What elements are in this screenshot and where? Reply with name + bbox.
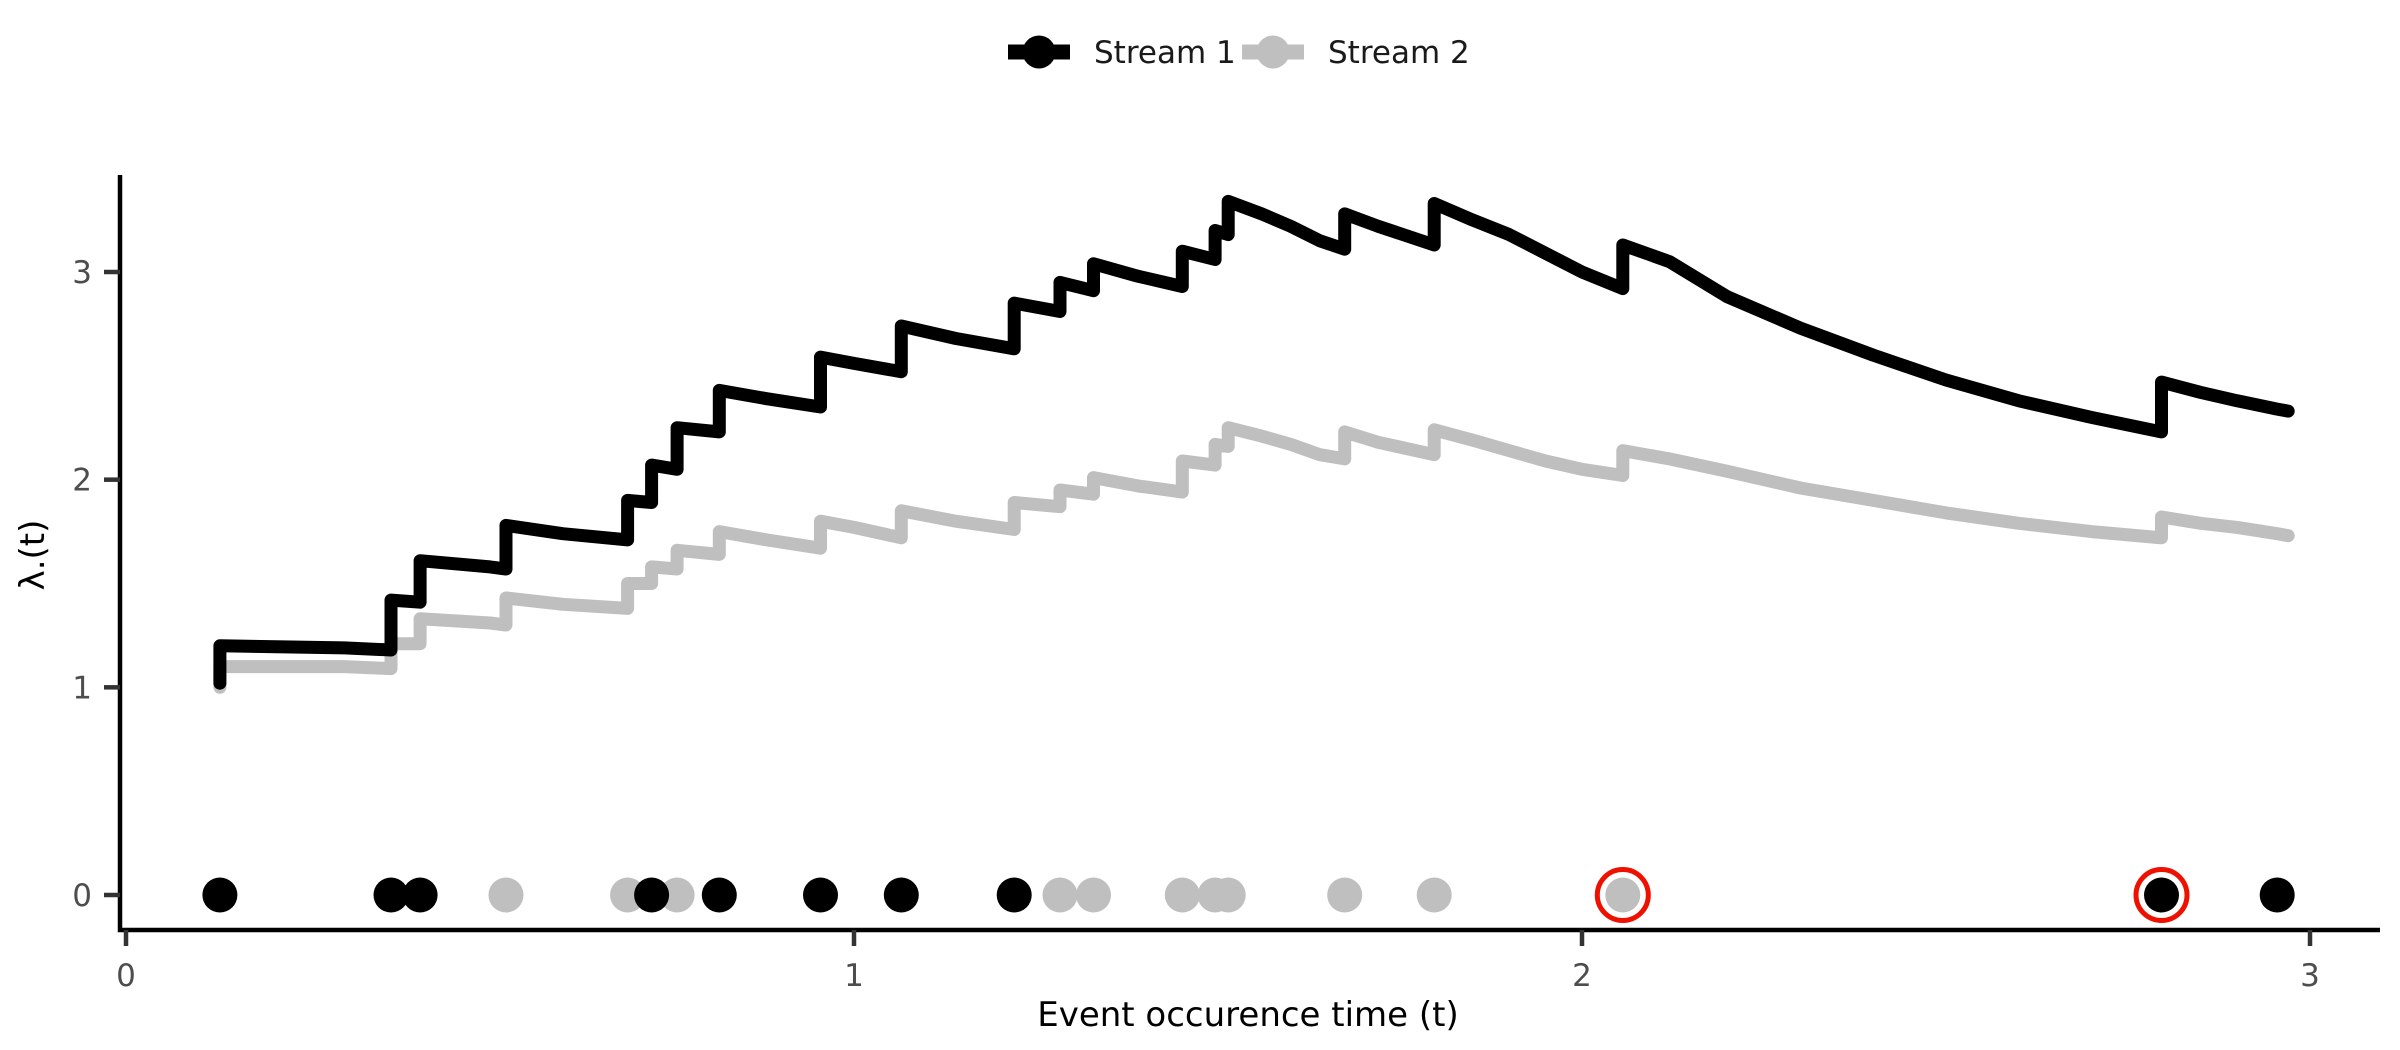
legend: Stream 1 Stream 2 bbox=[1008, 35, 1470, 71]
y-tick-label-2: 2 bbox=[72, 463, 92, 499]
event-dot-stream-1 bbox=[402, 877, 438, 913]
axes-layer: 0 1 2 3 0 1 2 3 bbox=[72, 175, 2380, 994]
event-dot-stream-2 bbox=[1605, 877, 1641, 913]
y-tick-label-0: 0 bbox=[72, 878, 92, 914]
x-tick-label-2: 2 bbox=[1572, 958, 1592, 994]
event-dot-stream-2 bbox=[610, 877, 646, 913]
x-tick-label-1: 1 bbox=[844, 958, 864, 994]
event-dot-stream-1 bbox=[996, 877, 1032, 913]
y-axis-title: λ.(t) bbox=[13, 520, 53, 591]
event-dot-stream-2 bbox=[659, 877, 695, 913]
event-dot-stream-1 bbox=[373, 877, 409, 913]
x-tick-label-3: 3 bbox=[2300, 958, 2320, 994]
series-layer bbox=[213, 194, 2295, 694]
event-dot-stream-1 bbox=[634, 877, 670, 913]
legend-key-dot-2 bbox=[1256, 35, 1290, 69]
highlighted-event-circle bbox=[1594, 867, 1651, 923]
event-dot-stream-1 bbox=[2144, 877, 2179, 913]
event-dot-stream-2 bbox=[1210, 877, 1246, 913]
stream-2-intensity-curve bbox=[213, 421, 2295, 694]
highlight-layer bbox=[1594, 867, 2190, 923]
event-dot-stream-1 bbox=[803, 877, 838, 913]
events-layer bbox=[202, 877, 2295, 913]
x-tick-label-0: 0 bbox=[116, 958, 136, 994]
event-dot-stream-2 bbox=[1042, 877, 1078, 913]
event-dot-stream-1 bbox=[701, 877, 737, 913]
event-dot-stream-2 bbox=[1416, 877, 1452, 913]
event-dot-stream-1 bbox=[202, 877, 238, 913]
axis-spines bbox=[117, 175, 2380, 933]
event-dot-stream-2 bbox=[1076, 877, 1111, 913]
legend-label-2: Stream 2 bbox=[1328, 35, 1470, 71]
event-dot-stream-1 bbox=[2259, 877, 2295, 913]
stream-1-intensity-curve bbox=[213, 194, 2295, 690]
x-axis-title: Event occurence time (t) bbox=[1037, 995, 1459, 1035]
event-dot-stream-2 bbox=[1327, 877, 1363, 913]
y-tick-label-3: 3 bbox=[72, 255, 92, 291]
axis-labels: Event occurence time (t) λ.(t) bbox=[13, 520, 1459, 1035]
highlighted-event-circle bbox=[2133, 867, 2190, 923]
event-dot-stream-1 bbox=[883, 877, 919, 913]
legend-label-1: Stream 1 bbox=[1094, 35, 1236, 71]
legend-key-dot-1 bbox=[1022, 35, 1056, 69]
event-dot-stream-2 bbox=[1164, 877, 1200, 913]
y-tick-label-1: 1 bbox=[72, 670, 92, 706]
event-dot-stream-2 bbox=[488, 877, 524, 913]
